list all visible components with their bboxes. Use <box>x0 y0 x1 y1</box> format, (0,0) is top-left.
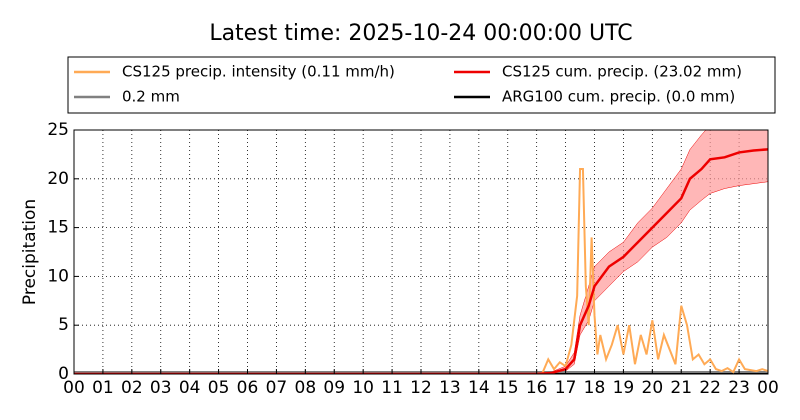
x-tick-label: 03 <box>150 378 172 398</box>
x-tick-label: 10 <box>352 378 374 398</box>
legend-label: 0.2 mm <box>122 88 180 106</box>
x-tick-label: 11 <box>381 378 403 398</box>
legend-box <box>67 56 776 114</box>
x-tick-label: 08 <box>295 378 317 398</box>
x-tick-label: 20 <box>642 378 664 398</box>
y-tick-label: 5 <box>58 315 69 335</box>
x-tick-label: 00 <box>63 378 85 398</box>
series-line <box>74 168 768 374</box>
x-tick-label: 09 <box>323 378 345 398</box>
y-tick-label: 15 <box>47 218 69 238</box>
y-tick-label: 20 <box>47 169 69 189</box>
x-tick-label: 12 <box>410 378 432 398</box>
x-tick-label: 16 <box>526 378 548 398</box>
x-tick-label: 00 <box>757 378 779 398</box>
y-tick-label: 10 <box>47 266 69 286</box>
x-tick-label: 05 <box>208 378 230 398</box>
x-tick-label: 13 <box>439 378 461 398</box>
y-tick-label: 25 <box>47 120 69 140</box>
x-tick-label: 14 <box>468 378 490 398</box>
series-line <box>74 148 768 374</box>
x-tick-label: 01 <box>92 378 114 398</box>
legend-label: CS125 cum. precip. (23.02 mm) <box>502 63 742 81</box>
y-axis-label: Precipitation <box>20 199 40 305</box>
x-tick-label: 07 <box>266 378 288 398</box>
legend-label: ARG100 cum. precip. (0.0 mm) <box>502 88 735 106</box>
y-tick-label: 0 <box>58 364 69 384</box>
x-tick-label: 06 <box>237 378 259 398</box>
x-tick-label: 04 <box>179 378 201 398</box>
x-tick-label: 23 <box>728 378 750 398</box>
x-tick-label: 17 <box>555 378 577 398</box>
x-tick-label: 21 <box>670 378 692 398</box>
x-tick-label: 18 <box>584 378 606 398</box>
x-tick-label: 02 <box>121 378 143 398</box>
x-tick-label: 19 <box>613 378 635 398</box>
legend-label: CS125 precip. intensity (0.11 mm/h) <box>122 63 395 81</box>
x-tick-label: 15 <box>497 378 519 398</box>
chart-title: Latest time: 2025-10-24 00:00:00 UTC <box>209 21 632 46</box>
x-tick-label: 22 <box>699 378 721 398</box>
